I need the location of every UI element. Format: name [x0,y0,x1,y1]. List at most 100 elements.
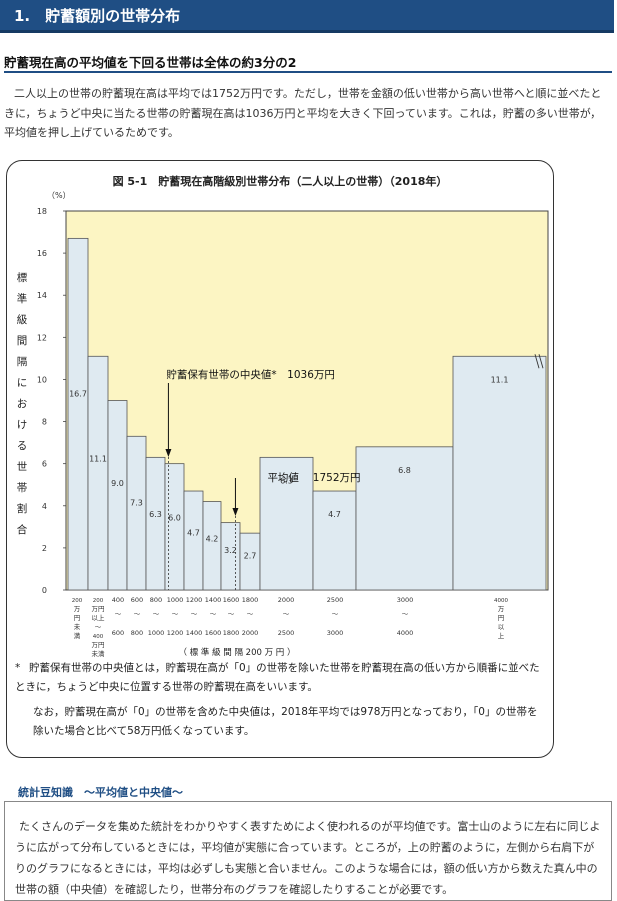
x-tick-label-7-1: 〜 [210,610,217,618]
y-tick-label-3: 6 [42,460,47,469]
mean-arrow-head [232,508,239,516]
bar-3 [107,400,128,591]
bar-label-3: 9.0 [111,479,124,488]
banner-title: 1. 貯蓄額別の世帯分布 [14,7,181,25]
bar-4 [126,435,147,591]
trivia-box: たくさんのデータを集めた統計をわかりやすく表すためによく使われるのが平均値です。… [4,801,612,901]
bar-8 [202,501,222,591]
x-tick-label-0-2: 円 [74,614,81,622]
x-tick-label-8-2: 1800 [223,629,240,637]
x-tick-label-1-4: 400 [93,634,104,640]
x-tick-label-7-2: 1600 [205,629,222,637]
x-tick-label-10-2: 2500 [278,629,295,637]
y-axis-title-char-0: 標 [17,271,28,284]
x-tick-label-1-5: 万円 [92,641,105,649]
x-tick-label-3-0: 600 [131,596,143,604]
bar-label-4: 7.3 [130,498,143,507]
x-tick-label-6-0: 1200 [186,596,203,604]
y-tick-label-6: 12 [37,333,47,342]
y-axis-title-char-5: に [17,377,28,389]
bar-label-2: 11.1 [89,454,107,463]
x-tick-label-9-1: 〜 [247,610,254,618]
x-tick-label-1-2: 以上 [92,613,106,622]
median-annotation: 貯蓄保有世帯の中央値* 1036万円 [166,368,334,381]
x-tick-label-4-0: 800 [150,596,162,604]
trivia-body: たくさんのデータを集めた統計をわかりやすく表すためによく使われるのが平均値です。… [15,820,601,896]
bar-label-6: 6.0 [168,514,181,523]
x-tick-label-1-0: 200 [93,598,104,604]
x-tick-label-0-4: 満 [74,632,81,640]
bar-11 [259,456,314,591]
figure-notes: * 貯蓄保有世帯の中央値とは，貯蓄現在高が「0」の世帯を除いた世帯を貯蓄現在高の低… [15,659,545,741]
bar-5 [145,456,166,591]
y-tick-label-5: 10 [37,375,47,384]
y-axis-title-char-2: 級 [17,313,28,326]
y-axis-title-char-10: 帯 [17,481,28,494]
note-asterisk: * [15,662,21,674]
subheading: 貯蓄現在高の平均値を下回る世帯は全体の約3分の2 [4,55,297,70]
bar-9 [220,522,241,591]
trivia-title: 統計豆知識 〜平均値と中央値〜 [18,786,183,799]
x-tick-label-10-1: 〜 [283,610,290,618]
y-tick-label-8: 16 [37,249,47,258]
x-tick-label-13-3: 以 [498,623,505,631]
histogram-chart: 16.7 11.1 9.0 7.3 6.3 6.0 4.7 4.2 3.2 2.7 6.3 4.7 6.… [17,191,549,658]
x-tick-label-5-0: 1000 [167,596,184,604]
y-tick-label-7: 14 [37,291,47,300]
bar-14 [452,355,547,591]
y-axis-title-char-1: 準 [17,292,28,305]
x-tick-label-1-3: 〜 [95,623,102,631]
bar-label-11: 6.3 [280,476,293,485]
x-tick-label-3-1: 〜 [134,610,141,618]
median-arrow-head [165,449,172,457]
x-tick-label-12-0: 3000 [397,596,414,604]
bar-label-7: 4.7 [187,529,200,538]
bar-7 [183,490,204,591]
x-tick-label-13-2: 円 [498,614,505,622]
x-tick-label-12-2: 4000 [397,629,414,637]
bar-label-13: 6.8 [398,466,411,475]
bar-12 [312,490,357,591]
x-tick-label-11-1: 〜 [332,610,339,618]
x-tick-label-9-0: 1800 [242,596,259,604]
note-median-definition: 貯蓄保有世帯の中央値とは，貯蓄現在高が「0」の世帯を除いた世帯を貯蓄現在高の低い… [15,662,540,693]
y-axis-title-char-7: け [17,419,28,431]
x-tick-label-9-2: 2000 [242,629,259,637]
x-tick-label-2-1: 〜 [115,610,122,618]
y-tick-label-2: 4 [42,502,47,511]
x-tick-label-5-1: 〜 [172,610,179,618]
section-banner: 1. 貯蓄額別の世帯分布 [0,0,614,33]
x-tick-label-11-0: 2500 [327,596,344,604]
bar-6 [164,463,185,591]
x-tick-label-3-2: 800 [131,629,143,637]
x-tick-label-1-6: 未満 [92,649,106,658]
x-tick-label-12-1: 〜 [402,610,409,618]
x-tick-label-13-4: 上 [498,631,505,640]
y-tick-label-1: 2 [42,544,47,553]
bar-label-10: 2.7 [244,552,257,561]
axis-break-mark [534,354,544,369]
y-axis-title-char-11: 割 [17,502,28,515]
x-tick-label-1-1: 万円 [92,605,105,613]
figure-title: 図 5-1 貯蓄現在高階級別世帯分布（二人以上の世帯）（2018年） [112,175,448,188]
y-tick-label-4: 8 [42,418,47,427]
bar-label-1: 16.7 [69,390,87,399]
bar-label-5: 6.3 [149,510,162,519]
x-tick-label-7-0: 1400 [205,596,222,604]
y-axis-title-char-3: 間 [17,335,28,347]
y-axis-title-char-4: 隔 [17,356,28,368]
figure-box: 図 5-1 貯蓄現在高階級別世帯分布（二人以上の世帯）（2018年） 16.7 1… [6,160,554,758]
x-tick-label-0-1: 万 [74,605,81,613]
x-tick-label-8-1: 〜 [228,610,235,618]
x-tick-label-4-2: 1000 [148,629,165,637]
x-tick-label-10-0: 2000 [278,596,295,604]
x-tick-label-0-0: 200 [72,598,83,604]
x-tick-label-2-2: 600 [112,629,124,637]
bar-label-9: 3.2 [224,546,237,555]
y-unit-label: （%） [47,191,71,200]
x-tick-label-13-0: 4000 [494,598,508,604]
bar-1 [67,237,89,591]
x-tick-label-6-2: 1400 [186,629,203,637]
bar-label-14: 11.1 [491,375,509,384]
x-tick-label-8-0: 1600 [223,596,240,604]
